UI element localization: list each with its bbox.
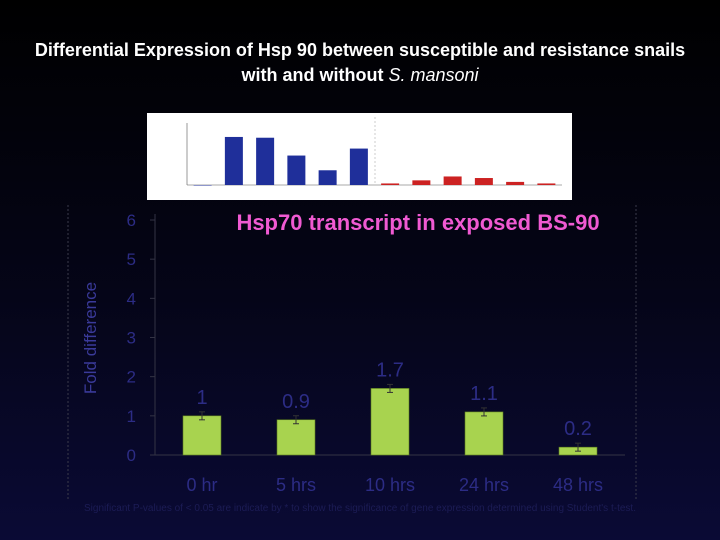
chart-title: Hsp70 transcript in exposed BS-90 — [236, 210, 599, 235]
y-axis-label: Fold difference — [81, 282, 100, 394]
x-tick-label: 48 hrs — [553, 475, 603, 495]
x-tick-label: 10 hrs — [365, 475, 415, 495]
x-tick-label: 0 hr — [186, 475, 217, 495]
inset-chart — [186, 117, 562, 186]
inset-bar — [256, 137, 275, 185]
bar-0-hr — [182, 415, 222, 456]
inset-bar — [506, 181, 525, 185]
y-tick-label: 2 — [127, 368, 136, 387]
inset-bar — [443, 176, 462, 185]
inset-bar — [193, 185, 212, 186]
y-tick-label: 3 — [127, 329, 136, 348]
inset-bar — [224, 136, 243, 185]
data-label: 1.7 — [376, 359, 404, 381]
slide-title: Differential Expression of Hsp 90 betwee… — [20, 38, 700, 88]
slide-title-italic: S. mansoni — [388, 65, 479, 85]
slide-title-main: Differential Expression of Hsp 90 betwee… — [34, 40, 686, 85]
footnote: Significant P-values of < 0.05 are indic… — [84, 503, 636, 514]
y-tick-label: 5 — [127, 250, 136, 269]
data-label: 0.2 — [564, 418, 592, 440]
bar-10-hrs — [370, 388, 410, 456]
inset-bar — [287, 155, 306, 185]
x-tick-label: 24 hrs — [459, 475, 509, 495]
inset-bar — [537, 183, 556, 185]
y-tick-label: 0 — [127, 446, 136, 465]
inset-bar — [318, 170, 337, 185]
y-tick-label: 4 — [127, 289, 136, 308]
inset-bar — [412, 180, 431, 185]
inset-bar — [381, 183, 400, 185]
data-label: 1 — [196, 387, 207, 409]
bar-5-hrs — [276, 419, 316, 456]
inset-chart-image — [147, 113, 572, 200]
bar-24-hrs — [464, 411, 504, 456]
data-label: 1.1 — [470, 383, 498, 405]
data-label: 0.9 — [282, 391, 310, 413]
inset-bar — [349, 148, 368, 185]
x-tick-label: 5 hrs — [276, 475, 316, 495]
inset-bar — [474, 178, 493, 185]
y-tick-label: 1 — [127, 407, 136, 426]
y-tick-label: 6 — [127, 211, 136, 230]
